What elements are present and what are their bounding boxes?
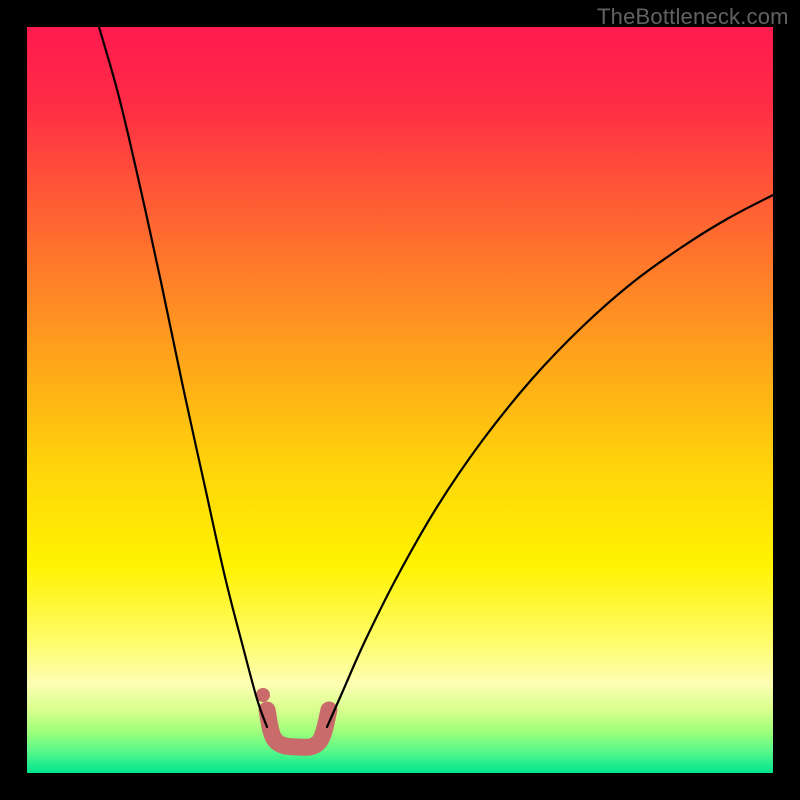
left-curve (99, 27, 267, 727)
right-curve (327, 195, 773, 727)
curves-layer (0, 0, 800, 800)
watermark-text: TheBottleneck.com (597, 4, 789, 30)
chart-stage: TheBottleneck.com (0, 0, 800, 800)
valley-highlight (267, 710, 329, 747)
